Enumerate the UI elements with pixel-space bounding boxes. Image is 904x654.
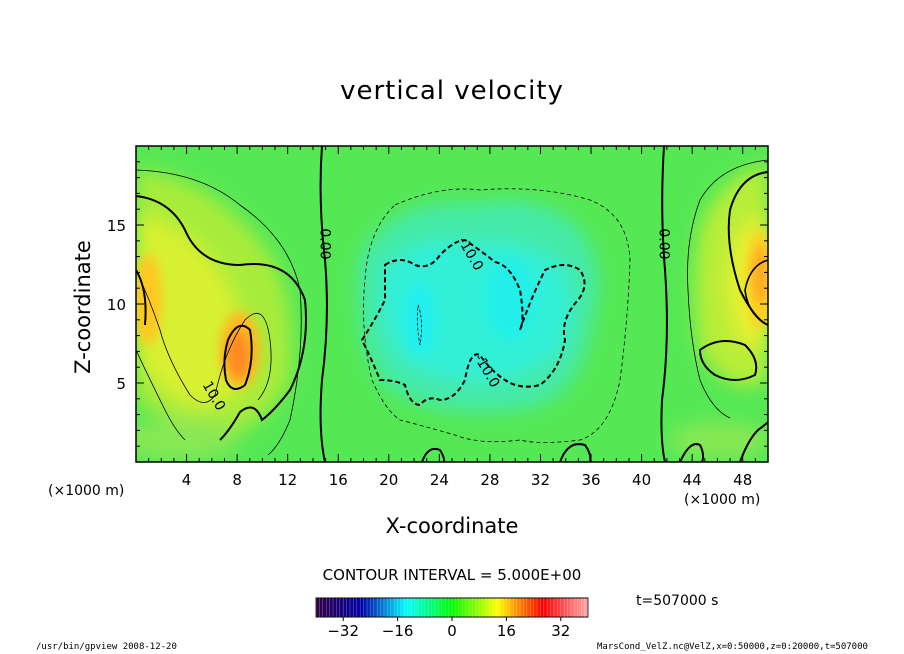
x-tick-label: 28	[480, 471, 499, 489]
y-tick-label: 15	[107, 217, 126, 235]
contour-label: 0.00	[317, 228, 333, 259]
footer-source-info: MarsCond_VelZ.nc@VelZ,x=0:50000,z=0:2000…	[597, 642, 868, 652]
y-tick-label: 5	[116, 375, 126, 393]
colorbar-tick-label: −32	[327, 622, 359, 640]
y-tick-label: 10	[107, 296, 126, 314]
svg-text:0.00: 0.00	[317, 228, 333, 259]
chart-title: vertical velocity	[340, 76, 564, 106]
x-tick-label: 8	[232, 471, 242, 489]
x-tick-label: 32	[531, 471, 550, 489]
x-tick-label: 4	[182, 471, 192, 489]
colorbar-tick-label: 16	[497, 622, 516, 640]
x-tick-label: 12	[278, 471, 297, 489]
time-label: t=507000 s	[636, 593, 719, 609]
svg-text:0.00: 0.00	[655, 228, 671, 259]
contour-interval-text: CONTOUR INTERVAL = 5.000E+00	[322, 566, 582, 584]
x-axis-label: X-coordinate	[385, 514, 519, 538]
x-tick-label: 16	[329, 471, 348, 489]
colorbar-tick-label: −16	[382, 622, 414, 640]
contour-label: 0.00	[655, 228, 671, 259]
axis-ticks	[136, 146, 768, 462]
footer-program-info: /usr/bin/gpview 2008-12-20	[36, 642, 177, 652]
colorbar-tick-label: 0	[447, 622, 457, 640]
contour-lines	[136, 146, 768, 462]
heatmap-field	[136, 146, 768, 462]
x-tick-label: 36	[581, 471, 600, 489]
x-tick-label: 20	[379, 471, 398, 489]
x-tick-label: 44	[683, 471, 702, 489]
colorbar-ticks: −32 −16 0 16 32	[327, 617, 570, 640]
x-unit-label-right: (×1000 m)	[684, 492, 761, 508]
x-tick-label: 24	[430, 471, 449, 489]
x-tick-label: 40	[632, 471, 651, 489]
colorbar-tick-label: 32	[551, 622, 570, 640]
x-unit-label-left: (×1000 m)	[48, 483, 125, 499]
y-axis-label: Z-coordinate	[71, 240, 95, 374]
colorbar-stripes	[315, 598, 589, 617]
x-tick-label: 48	[733, 471, 752, 489]
colorbar: −32 −16 0 16 32	[315, 597, 589, 640]
